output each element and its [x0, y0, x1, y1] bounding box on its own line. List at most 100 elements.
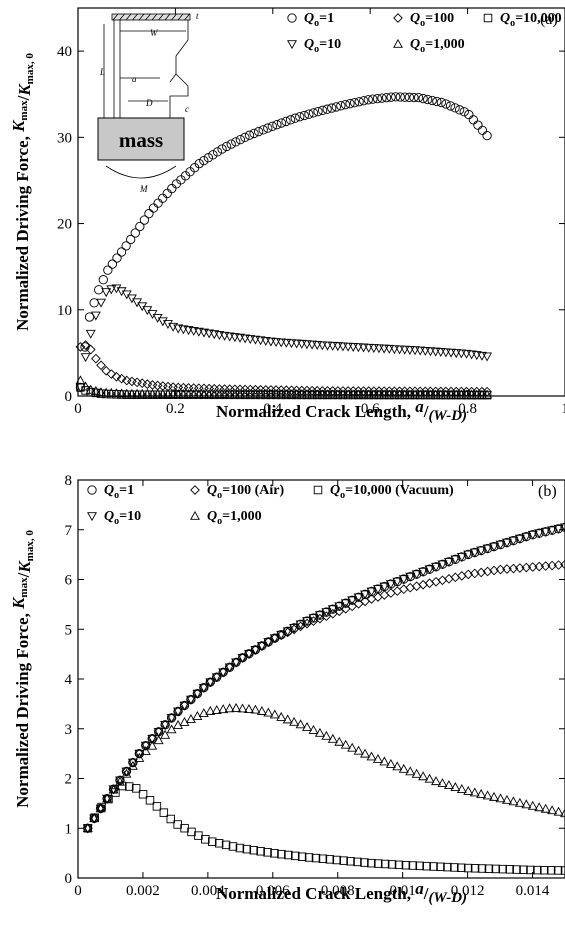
- data-point: [106, 285, 117, 295]
- data-point: [456, 553, 467, 562]
- data-point: [404, 389, 415, 399]
- data-point: [302, 390, 312, 400]
- data-point: [199, 390, 209, 400]
- data-point: [162, 388, 173, 398]
- data-point: [435, 348, 446, 357]
- data-point: [505, 865, 514, 874]
- data-point: [140, 746, 151, 756]
- data-point: [269, 633, 280, 644]
- x-tick-label: 0.2: [166, 401, 185, 417]
- data-point: [289, 716, 300, 726]
- data-point: [276, 389, 287, 399]
- legend-label: Qo=10: [104, 509, 141, 527]
- data-point: [90, 385, 101, 395]
- data-point: [455, 105, 465, 115]
- data-point: [508, 796, 519, 806]
- data-point: [258, 125, 268, 135]
- data-point: [482, 544, 493, 554]
- data-point: [224, 663, 235, 673]
- data-point: [240, 390, 250, 400]
- data-point: [477, 390, 487, 400]
- data-point: [112, 253, 122, 263]
- data-point: [353, 857, 362, 867]
- data-point: [508, 536, 519, 546]
- y-axis-label-b: Normalized Driving Force, Kmax/Kmax, 0: [9, 530, 36, 808]
- data-point: [160, 720, 170, 730]
- data-point: [201, 835, 210, 844]
- data-point: [418, 93, 428, 104]
- data-point: [399, 345, 410, 355]
- data-point: [328, 390, 337, 400]
- data-point: [418, 771, 429, 781]
- data-point: [89, 298, 99, 308]
- data-point: [107, 259, 118, 269]
- legend-label: Qo=100 (Air): [207, 483, 284, 501]
- data-point: [162, 188, 172, 199]
- data-point: [527, 800, 538, 810]
- inset-dimension-label: c: [185, 104, 189, 114]
- data-point: [301, 389, 312, 399]
- data-point: [250, 704, 261, 714]
- x-tick-label: 0: [74, 401, 82, 417]
- data-point: [297, 390, 307, 400]
- data-point: [263, 707, 274, 717]
- data-point: [450, 863, 459, 872]
- data-point: [229, 333, 240, 343]
- data-point: [228, 842, 238, 851]
- data-point: [421, 390, 430, 400]
- data-point: [153, 198, 163, 208]
- data-point: [282, 627, 293, 638]
- data-point: [553, 866, 563, 875]
- data-point: [440, 348, 451, 358]
- data-point: [441, 99, 451, 109]
- data-point: [413, 93, 424, 103]
- data-point: [441, 390, 451, 400]
- data-point: [321, 608, 332, 618]
- data-point: [395, 92, 405, 102]
- data-point: [327, 389, 338, 399]
- x-tick-label: 0.008: [321, 883, 355, 899]
- data-point: [212, 147, 223, 157]
- data-point: [526, 865, 535, 875]
- data-point: [224, 332, 235, 342]
- data-point: [312, 341, 323, 350]
- data-point: [214, 389, 225, 399]
- data-point: [514, 534, 525, 544]
- data-point: [295, 621, 306, 632]
- data-point: [121, 768, 132, 778]
- inset-dimension-label: t: [196, 11, 199, 21]
- data-point: [270, 849, 279, 858]
- data-point: [289, 623, 300, 633]
- data-point: [214, 384, 225, 394]
- series-circle: [75, 92, 492, 393]
- data-point: [313, 106, 323, 117]
- data-point: [450, 572, 461, 583]
- data-point: [366, 751, 377, 761]
- data-point: [405, 572, 416, 582]
- data-point: [167, 183, 177, 194]
- data-point: [157, 388, 168, 398]
- data-point: [318, 390, 327, 400]
- data-point: [394, 860, 404, 870]
- data-point: [540, 865, 549, 875]
- inset-dimension-label: M: [139, 184, 148, 194]
- data-point: [158, 193, 168, 203]
- inset-dimension-label: a: [132, 74, 137, 84]
- y-tick-label: 10: [57, 303, 72, 319]
- data-point: [284, 850, 293, 860]
- data-point: [372, 93, 383, 104]
- data-point: [374, 389, 384, 399]
- data-point: [271, 389, 282, 399]
- data-point: [116, 373, 127, 384]
- data-point: [111, 388, 122, 398]
- data-point: [166, 724, 177, 734]
- data-point: [271, 390, 281, 400]
- data-point: [451, 390, 461, 400]
- data-point: [188, 389, 199, 398]
- data-point: [135, 221, 145, 232]
- data-point: [218, 667, 229, 678]
- data-point: [194, 390, 204, 400]
